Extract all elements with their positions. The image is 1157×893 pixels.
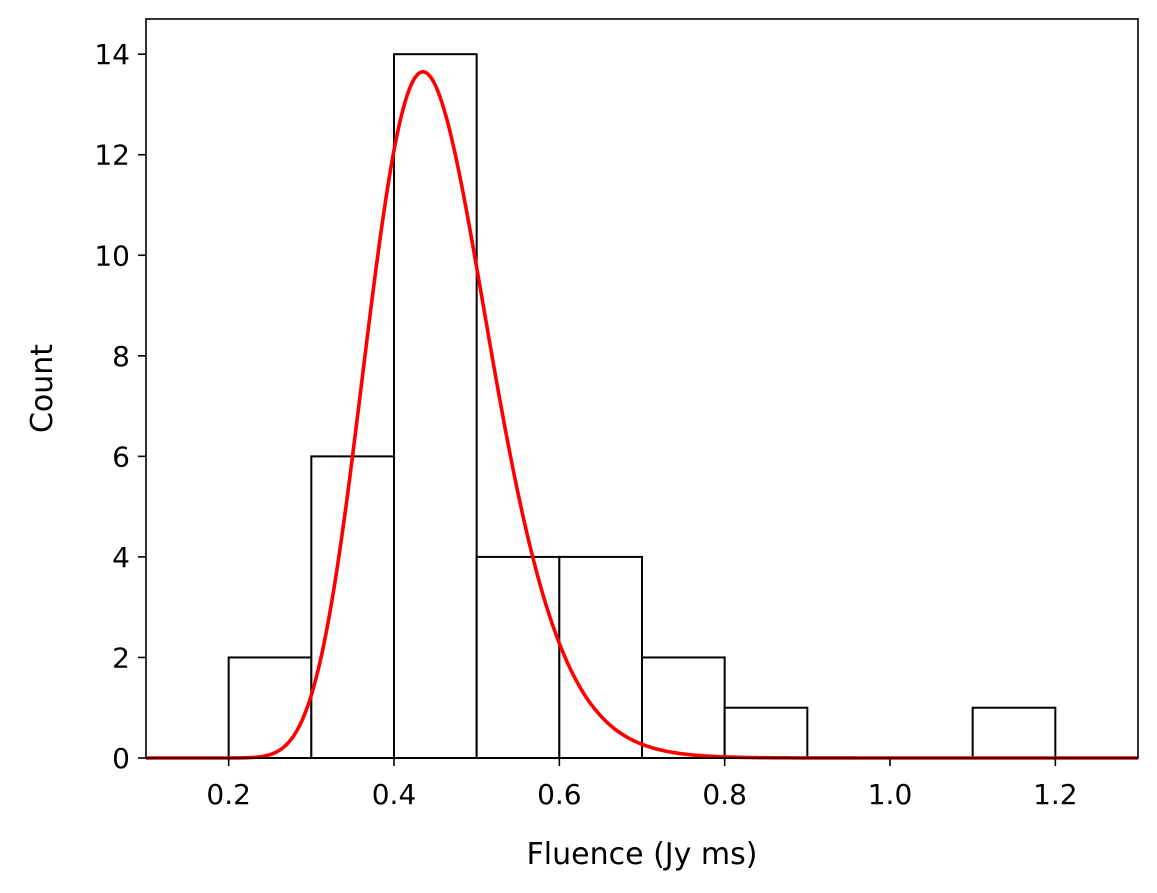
x-tick-label: 0.6 [537, 778, 582, 811]
x-tick-label: 0.2 [206, 778, 251, 811]
y-axis-label: Count [25, 344, 60, 433]
histogram-bar [641, 656, 726, 760]
y-tick-label: 4 [112, 541, 130, 574]
x-tick-label: 0.8 [702, 778, 747, 811]
x-axis-label: Fluence (Jy ms) [527, 837, 758, 872]
histogram-bar [475, 555, 561, 759]
y-tick-label: 0 [112, 742, 130, 775]
histogram-bar [558, 555, 643, 759]
y-tick-label: 6 [112, 440, 130, 473]
histogram-bar [227, 656, 313, 760]
x-axis-ticks: 0.2 0.4 0.6 0.8 1.0 1.2 [206, 758, 1078, 811]
plot-frame [145, 18, 1139, 759]
histogram-bar [393, 53, 478, 759]
histogram-bar [723, 706, 809, 760]
x-tick-label: 0.4 [372, 778, 417, 811]
histogram-bar [971, 706, 1057, 760]
x-tick-label: 1.2 [1033, 778, 1078, 811]
y-tick-label: 8 [112, 340, 130, 373]
x-tick-label: 1.0 [868, 778, 913, 811]
y-axis-ticks: 0 2 4 6 8 10 12 14 [94, 38, 146, 775]
histogram-bars [227, 53, 1057, 760]
y-tick-label: 14 [94, 38, 130, 71]
histogram-bar [310, 455, 396, 759]
y-tick-label: 12 [94, 139, 130, 172]
y-tick-label: 10 [94, 239, 130, 272]
y-tick-label: 2 [112, 641, 130, 674]
